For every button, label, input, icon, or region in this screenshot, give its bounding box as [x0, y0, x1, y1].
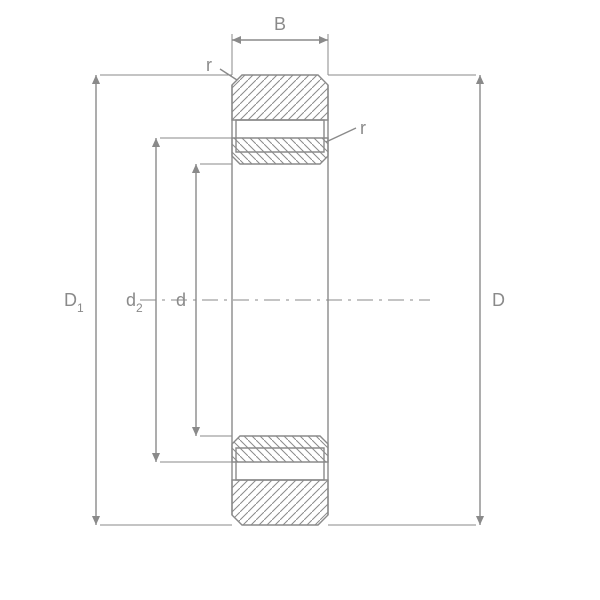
arrowhead	[192, 427, 200, 436]
inner-ring-section	[232, 436, 328, 462]
arrowhead	[92, 75, 100, 84]
arrowhead	[476, 75, 484, 84]
B: B	[274, 14, 286, 34]
r_bottom: r	[360, 118, 366, 138]
D: D	[492, 290, 505, 310]
bearing-cross-section-diagram: B D1 d2 d Dr r	[0, 0, 600, 600]
arrowhead	[152, 138, 160, 147]
outer-ring-section	[232, 75, 328, 120]
arrowhead	[152, 453, 160, 462]
inner-ring-section	[232, 138, 328, 164]
line	[326, 128, 356, 142]
arrowhead	[92, 516, 100, 525]
arrowhead	[192, 164, 200, 173]
arrowhead	[476, 516, 484, 525]
arrowhead	[232, 36, 241, 44]
D1: D1	[64, 290, 84, 315]
d: d	[176, 290, 186, 310]
r_top: r	[206, 55, 212, 75]
d2: d2	[126, 290, 143, 315]
arrowhead	[319, 36, 328, 44]
outer-ring-section	[232, 480, 328, 525]
